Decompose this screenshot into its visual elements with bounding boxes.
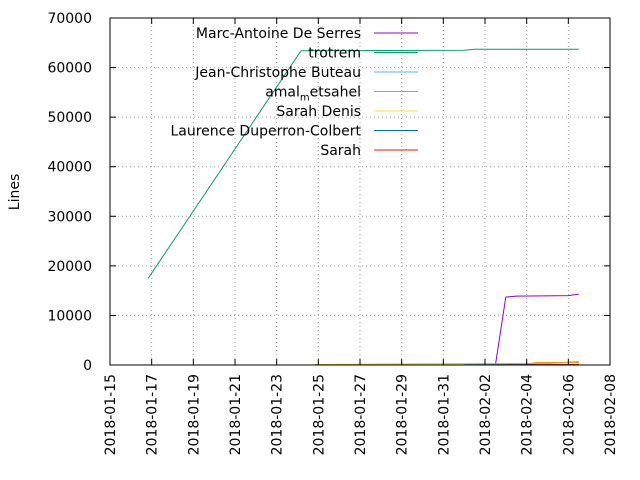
legend-label: Jean-Christophe Buteau (194, 65, 361, 81)
y-tick-label: 70000 (47, 11, 92, 27)
y-tick-label: 60000 (47, 61, 92, 77)
legend-label: Laurence Duperron-Colbert (170, 124, 361, 140)
x-tick-label: 2018-02-02 (478, 374, 494, 455)
x-tick-label: 2018-01-15 (103, 374, 119, 455)
x-axis: 2018-01-15 2018-01-17 2018-01-19 2018-01-21… (103, 18, 619, 455)
x-tick-label: 2018-01-29 (395, 374, 411, 455)
x-tick-label: 2018-01-21 (228, 374, 244, 455)
legend-label: Sarah (320, 143, 361, 159)
legend-label: amalmetsahel (265, 85, 361, 104)
series-line (147, 48, 579, 279)
x-tick-label: 2018-01-25 (311, 374, 327, 455)
x-tick-label: 2018-01-23 (270, 374, 286, 455)
x-tick-label: 2018-01-31 (436, 374, 452, 455)
y-tick-label: 10000 (47, 308, 92, 324)
y-tick-label: 30000 (47, 209, 92, 225)
x-tick-label: 2018-01-17 (145, 374, 161, 455)
x-tick-label: 2018-02-08 (603, 374, 619, 455)
x-tick-label: 2018-02-06 (561, 374, 577, 455)
y-axis-title: Lines (7, 174, 23, 210)
grid-lines (110, 18, 610, 365)
legend-label: Sarah Denis (276, 104, 361, 120)
y-tick-label: 20000 (47, 259, 92, 275)
series-line (494, 293, 579, 366)
y-tick-label: 0 (83, 358, 92, 374)
x-tick-label: 2018-02-04 (520, 374, 536, 455)
y-tick-label: 40000 (47, 160, 92, 176)
y-axis: 0 10000 20000 30000 40000 50000 60000 70000 (47, 11, 610, 374)
legend: Marc-Antoine De Serres trotrem Jean-Christ… (170, 26, 418, 159)
x-tick-label: 2018-01-19 (186, 374, 202, 455)
legend-label: trotrem (308, 46, 361, 62)
series-lines (147, 48, 579, 366)
y-tick-label: 50000 (47, 110, 92, 126)
x-tick-label: 2018-01-27 (353, 374, 369, 455)
legend-label: Marc-Antoine De Serres (196, 26, 361, 42)
